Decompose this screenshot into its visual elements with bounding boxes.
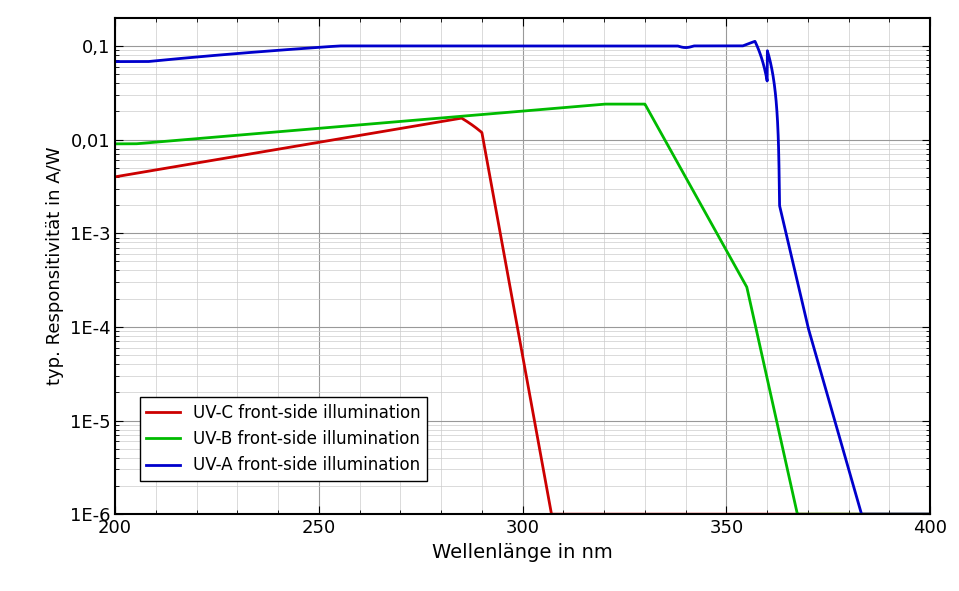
- UV-A front-side illumination: [859, 511, 871, 518]
- UV-A front-side illumination: [749, 38, 760, 45]
- UV-C front-side illumination: [456, 115, 467, 122]
- UV-C front-side illumination: [452, 115, 463, 122]
- UV-B front-side illumination: [792, 511, 804, 518]
- UV-A front-side illumination: [900, 511, 911, 518]
- X-axis label: Wellenlänge in nm: Wellenlänge in nm: [433, 543, 613, 561]
- UV-A front-side illumination: [452, 43, 463, 50]
- UV-A front-side illumination: [855, 511, 867, 518]
- UV-A front-side illumination: [701, 43, 713, 50]
- UV-B front-side illumination: [458, 112, 470, 119]
- UV-C front-side illumination: [109, 173, 121, 180]
- UV-C front-side illumination: [702, 511, 713, 518]
- Legend: UV-C front-side illumination, UV-B front-side illumination, UV-A front-side illu: UV-C front-side illumination, UV-B front…: [140, 397, 428, 481]
- UV-A front-side illumination: [497, 43, 508, 50]
- Y-axis label: typ. Responsitivität in A/W: typ. Responsitivität in A/W: [46, 147, 64, 385]
- UV-B front-side illumination: [598, 100, 610, 108]
- UV-A front-side illumination: [458, 43, 470, 50]
- UV-C front-side illumination: [900, 511, 911, 518]
- UV-A front-side illumination: [924, 511, 936, 518]
- UV-C front-side illumination: [546, 511, 557, 518]
- UV-B front-side illumination: [109, 140, 121, 147]
- UV-C front-side illumination: [924, 511, 936, 518]
- UV-B front-side illumination: [924, 511, 936, 518]
- UV-C front-side illumination: [497, 242, 508, 249]
- Line: UV-C front-side illumination: UV-C front-side illumination: [115, 118, 930, 514]
- Line: UV-A front-side illumination: UV-A front-side illumination: [115, 41, 930, 514]
- UV-C front-side illumination: [859, 511, 871, 518]
- UV-B front-side illumination: [859, 511, 871, 518]
- UV-B front-side illumination: [702, 213, 713, 220]
- UV-B front-side illumination: [497, 109, 508, 116]
- Line: UV-B front-side illumination: UV-B front-side illumination: [115, 104, 930, 514]
- UV-C front-side illumination: [458, 116, 470, 124]
- UV-A front-side illumination: [109, 58, 121, 65]
- UV-B front-side illumination: [900, 511, 911, 518]
- UV-B front-side illumination: [452, 113, 463, 120]
